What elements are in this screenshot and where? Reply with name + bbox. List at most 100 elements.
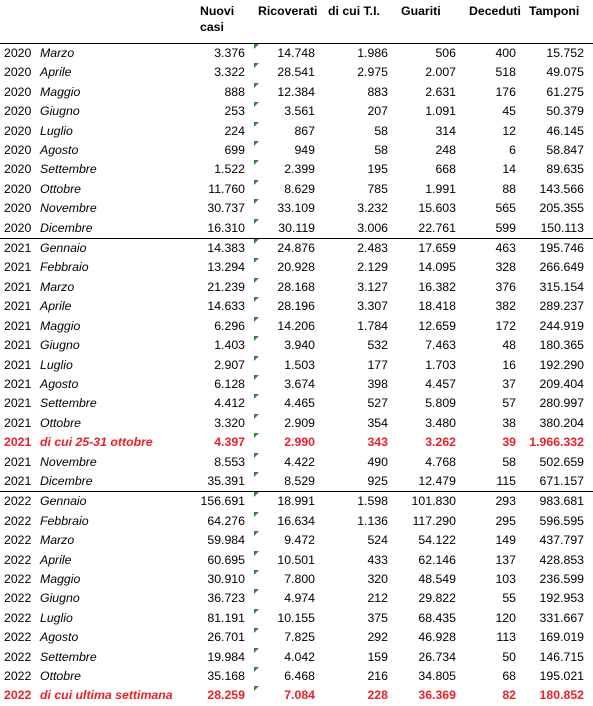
cell-year: 2020	[4, 123, 32, 138]
cell-ricoverati: 3.940	[254, 336, 324, 355]
table-body: 2020 Marzo 3.376 14.748 1.986 506 400 15.752 202…	[0, 43, 593, 706]
cell-month: Marzo	[40, 533, 75, 548]
cell-tamponi: 195.021	[539, 669, 584, 683]
cell-guariti: 2.631	[425, 84, 456, 99]
cell-month: Maggio	[40, 84, 81, 99]
cell-month: Aprile	[40, 552, 72, 567]
cell-year: 2020	[4, 46, 32, 60]
cell-year: 2022	[4, 513, 32, 528]
cell-terapia-intensiva: 925	[367, 473, 388, 488]
cell-year: 2021	[4, 435, 32, 450]
cell-deceduti: 176	[495, 84, 516, 99]
table-row: 2022 Maggio 30.910 7.800 320 48.549 103 236.599	[0, 569, 593, 589]
cell-year: 2021	[4, 415, 32, 430]
cell-month: Giugno	[40, 338, 80, 353]
cell-terapia-intensiva: 375	[367, 610, 388, 625]
cell-guariti: 12.659	[418, 318, 456, 333]
header-month	[34, 0, 196, 44]
cell-year: 2022	[4, 669, 32, 683]
cell-ricoverati: 18.991	[254, 491, 324, 512]
cell-deceduti: 120	[495, 610, 516, 625]
cell-year: 2020	[4, 162, 32, 177]
cell-month: Settembre	[40, 162, 97, 177]
cell-month: Luglio	[40, 610, 73, 625]
cell-guariti: 54.122	[418, 533, 456, 548]
cell-guariti: 48.549	[418, 571, 456, 586]
cell-month: Giugno	[40, 591, 80, 606]
cell-year: 2020	[4, 84, 32, 99]
cell-nuovi-casi: 3.322	[214, 65, 245, 80]
cell-terapia-intensiva: 58	[374, 143, 388, 158]
cell-deceduti: 12	[502, 123, 516, 138]
cell-tamponi: 146.715	[539, 649, 584, 664]
cell-year: 2021	[4, 454, 32, 469]
cell-ricoverati: 2.909	[254, 413, 324, 433]
cell-nuovi-casi: 1.522	[214, 162, 245, 177]
cell-ricoverati: 3.561	[254, 102, 324, 121]
cell-guariti: 1.703	[425, 357, 456, 372]
cell-tamponi: 236.599	[539, 571, 584, 586]
cell-nuovi-casi: 35.391	[207, 473, 245, 488]
cell-deceduti: 48	[502, 338, 516, 353]
cell-year: 2020	[4, 220, 32, 235]
cell-tamponi: 49.075	[546, 65, 584, 80]
cell-terapia-intensiva: 524	[367, 533, 388, 548]
cell-year: 2022	[4, 533, 32, 548]
cell-deceduti: 39	[502, 435, 516, 450]
cell-year: 2022	[0, 491, 34, 512]
cell-deceduti: 328	[495, 260, 516, 275]
cell-month: Febbraio	[40, 260, 89, 275]
cell-deceduti: 113	[496, 630, 516, 645]
cell-tamponi: 266.649	[539, 260, 584, 275]
cell-guariti: 26.734	[418, 649, 456, 664]
cell-ricoverati: 2.990	[254, 433, 324, 452]
cell-ricoverati: 2.399	[254, 160, 324, 179]
cell-terapia-intensiva: 398	[367, 376, 388, 391]
cell-year: 2022	[4, 610, 32, 625]
cell-nuovi-casi: 35.168	[207, 669, 245, 683]
cell-deceduti: 38	[502, 415, 516, 430]
header-ricoverati: Ricoverati	[254, 0, 324, 44]
cell-nuovi-casi: 59.984	[207, 533, 245, 548]
cell-guariti: 3.480	[425, 415, 456, 430]
cell-tamponi: 58.847	[546, 143, 584, 158]
cell-ricoverati: 8.629	[254, 179, 324, 199]
cell-nuovi-casi: 3.376	[214, 46, 245, 60]
cell-nuovi-casi: 253	[224, 104, 245, 119]
cell-nuovi-casi: 13.294	[207, 260, 245, 275]
table-row: 2020 Ottobre 11.760 8.629 785 1.991 88 143.566	[0, 179, 593, 199]
cell-month: Settembre	[40, 396, 97, 411]
cell-ricoverati: 4.465	[254, 394, 324, 413]
cell-tamponi: 46.145	[546, 123, 584, 138]
cell-nuovi-casi: 64.276	[207, 513, 245, 528]
cell-tamponi: 244.919	[539, 318, 584, 333]
cell-month: Aprile	[40, 299, 72, 314]
table-row: 2022 Aprile 60.695 10.501 433 62.146 137 428.85…	[0, 550, 593, 570]
cell-deceduti: 37	[502, 376, 516, 391]
cell-deceduti: 293	[465, 491, 525, 512]
cell-year: 2021	[4, 260, 32, 275]
cell-deceduti: 376	[495, 279, 516, 294]
cell-deceduti: 137	[495, 552, 516, 567]
cell-tamponi: 315.154	[539, 279, 584, 294]
cell-nuovi-casi: 21.239	[207, 279, 245, 294]
cell-guariti: 2.007	[425, 65, 456, 80]
cell-terapia-intensiva: 292	[367, 630, 388, 645]
cell-guariti: 68.435	[418, 610, 456, 625]
cell-tamponi: 15.752	[546, 46, 584, 60]
cell-month: Ottobre	[40, 181, 82, 196]
cell-nuovi-casi: 224	[224, 123, 245, 138]
cell-tamponi: 437.797	[539, 533, 584, 548]
cell-month: Maggio	[40, 571, 81, 586]
cell-tamponi: 195.746	[525, 238, 593, 259]
table-row: 2021 Novembre 8.553 4.422 490 4.768 58 502.659	[0, 452, 593, 472]
cell-tamponi: 180.852	[539, 688, 584, 703]
table-row: 2020 Marzo 3.376 14.748 1.986 506 400 15.752	[0, 43, 593, 64]
cell-ricoverati: 14.206	[254, 316, 324, 336]
cell-month: Gennaio	[34, 238, 196, 259]
cell-year: 2022	[4, 630, 32, 645]
cell-nuovi-casi: 14.383	[196, 238, 254, 259]
cell-terapia-intensiva: 785	[367, 181, 388, 196]
table-row: 2021 Dicembre 35.391 8.529 925 12.479 115 671.1…	[0, 471, 593, 492]
